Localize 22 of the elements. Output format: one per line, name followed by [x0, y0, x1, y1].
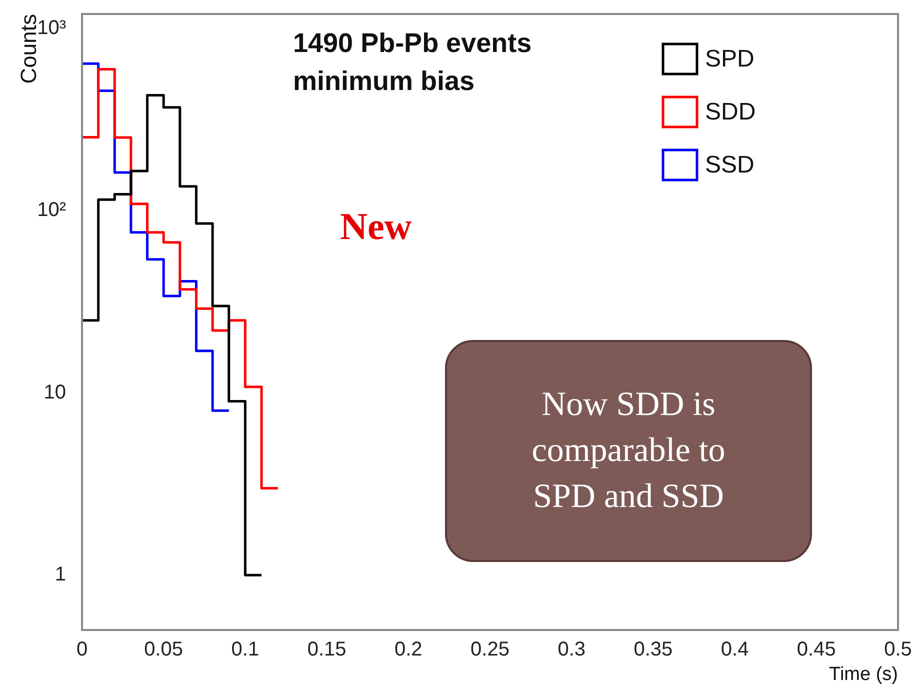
x-axis-title: Time (s) — [829, 664, 898, 684]
x-tick-label: 0.35 — [634, 638, 673, 661]
x-tick-label: 0.45 — [796, 638, 836, 661]
x-tick-label: 0.3 — [558, 638, 586, 661]
x-tick-label: 0.25 — [470, 638, 510, 661]
y-tick-label: 10³ — [37, 16, 66, 39]
x-tick-label: 0.5 — [884, 638, 912, 661]
x-tick-label: 0 — [76, 638, 88, 661]
y-tick-label: 10 — [44, 381, 66, 404]
x-tick-label: 0.05 — [144, 638, 184, 661]
y-tick-label: 1 — [54, 564, 66, 586]
x-tick-label: 0.15 — [307, 638, 346, 661]
text: 1490 Pb-Pb events — [293, 28, 532, 58]
x-tick-label: 0.4 — [720, 638, 749, 661]
legend-label: SDD — [705, 98, 756, 126]
text: minimum bias — [293, 66, 475, 96]
legend-label: SSD — [705, 152, 754, 179]
x-tick-label: 0.2 — [394, 638, 422, 661]
legend-label: SPD — [705, 46, 754, 73]
y-tick-label: 10² — [37, 199, 66, 222]
annotation: New — [340, 205, 412, 249]
x-tick-label: 0.1 — [231, 638, 260, 661]
